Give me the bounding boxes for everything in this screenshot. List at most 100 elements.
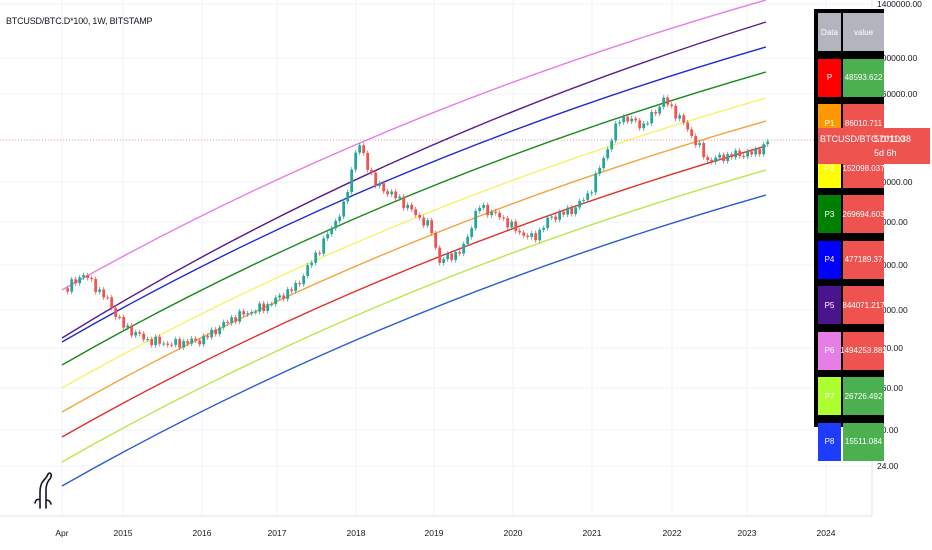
candle-body [706,157,710,160]
candle-body [86,275,90,278]
table-header-row: Data value [818,13,884,51]
candle-body [450,253,454,260]
candle-body [194,338,198,341]
table-row-p7: P7 26726.492 [818,377,884,415]
candle-body [334,220,338,229]
candle-body [606,149,610,159]
candle-body [362,145,366,154]
table-cell-name: P [818,58,841,97]
table-header-data: Data [818,13,841,51]
candle-body [502,217,506,219]
candle-body [710,159,714,162]
x-tick-label: 2018 [347,528,366,538]
candle-body [322,238,326,254]
candle-body [354,152,358,170]
candle-body [478,207,482,211]
candle-body [686,122,690,130]
candle-body [674,105,678,119]
candle-body [206,335,210,338]
y-tick-label: 160.00 [877,383,903,393]
y-tick-label: 3000.00 [877,260,908,270]
candle-body [702,143,706,158]
candle-body [470,228,474,237]
candle-body [522,232,526,236]
candle-body [490,211,494,216]
candle-body [618,122,622,124]
candle-body [90,277,94,280]
candle-body [234,317,238,322]
candle-body [514,221,518,231]
candle-body [518,230,522,233]
candle-body [738,150,742,157]
candle-body [170,344,174,346]
candle-body [474,210,478,229]
candle-body [498,212,502,218]
candle-body [122,317,126,328]
candle-body [458,251,462,254]
candle-body [746,151,750,157]
candle-body [250,311,254,314]
candle-body [538,229,542,241]
candle-body [542,227,546,230]
price-axis[interactable]: 1400000.00 400000.00 160000.00 20000.00 8000… [877,0,922,471]
table-cell-name: P3 [818,195,841,233]
candle-body [382,183,386,192]
candle-body [262,303,266,311]
candle-body [734,150,738,158]
candle-body [386,191,390,195]
candle-body [178,339,182,348]
y-tick-label: 160000.00 [877,89,917,99]
candle-body [118,316,122,318]
candle-body [366,153,370,170]
candle-body [442,259,446,263]
candle-body [694,135,698,146]
x-tick-label: 2023 [738,528,757,538]
candle-body [174,339,178,345]
candle-body [630,118,634,122]
candle-body [222,321,226,328]
price-tag-symbol: BTCUSD/BTC.D*100 [820,134,906,144]
candle-body [298,282,302,285]
table-cell-value: 844071.217 [842,286,885,324]
x-tick-label: 2017 [268,528,287,538]
table-row-p8: P8 15511.084 [818,422,884,461]
candle-body [74,279,78,284]
table-cell-value: 48593.622 [843,58,884,97]
band-p [61,145,767,438]
time-axis[interactable]: Apr 2015 2016 2017 2018 2019 2020 2021 2022 2023 2… [55,528,835,538]
candle-body [646,123,650,125]
candle-body [534,233,538,241]
x-tick-label: 2016 [193,528,212,538]
candle-body [346,192,350,202]
candle-body [210,329,214,338]
table-cell-name: P5 [818,286,841,324]
candle-body [438,247,442,263]
candle-body [714,157,718,162]
band-p6 [61,0,767,291]
candle-body [302,275,306,285]
y-tick-label: 400000.00 [877,53,917,63]
candle-body [530,233,534,237]
candle-body [590,192,594,194]
candle-body [110,297,114,308]
candle-body [638,120,642,129]
candle-body [130,325,134,336]
candle-body [150,339,154,346]
table-cell-name: P6 [818,331,841,370]
candle-body [414,209,418,216]
candle-body [214,329,218,335]
x-tick-label: Apr [55,528,68,538]
y-tick-label: 1000.00 [877,305,908,315]
candle-body [578,200,582,208]
table-cell-value: 477189.37 [843,240,884,279]
table-cell-value: 269694.603 [842,195,885,233]
table-row-p5: P5 844071.217 [818,286,885,324]
candle-body [134,332,138,336]
candle-body [146,339,150,341]
table-row-p4: P4 477189.37 [818,240,884,279]
candle-body [254,311,258,313]
candle-body [550,216,554,218]
candle-body [526,235,530,237]
candle-body [238,311,242,322]
